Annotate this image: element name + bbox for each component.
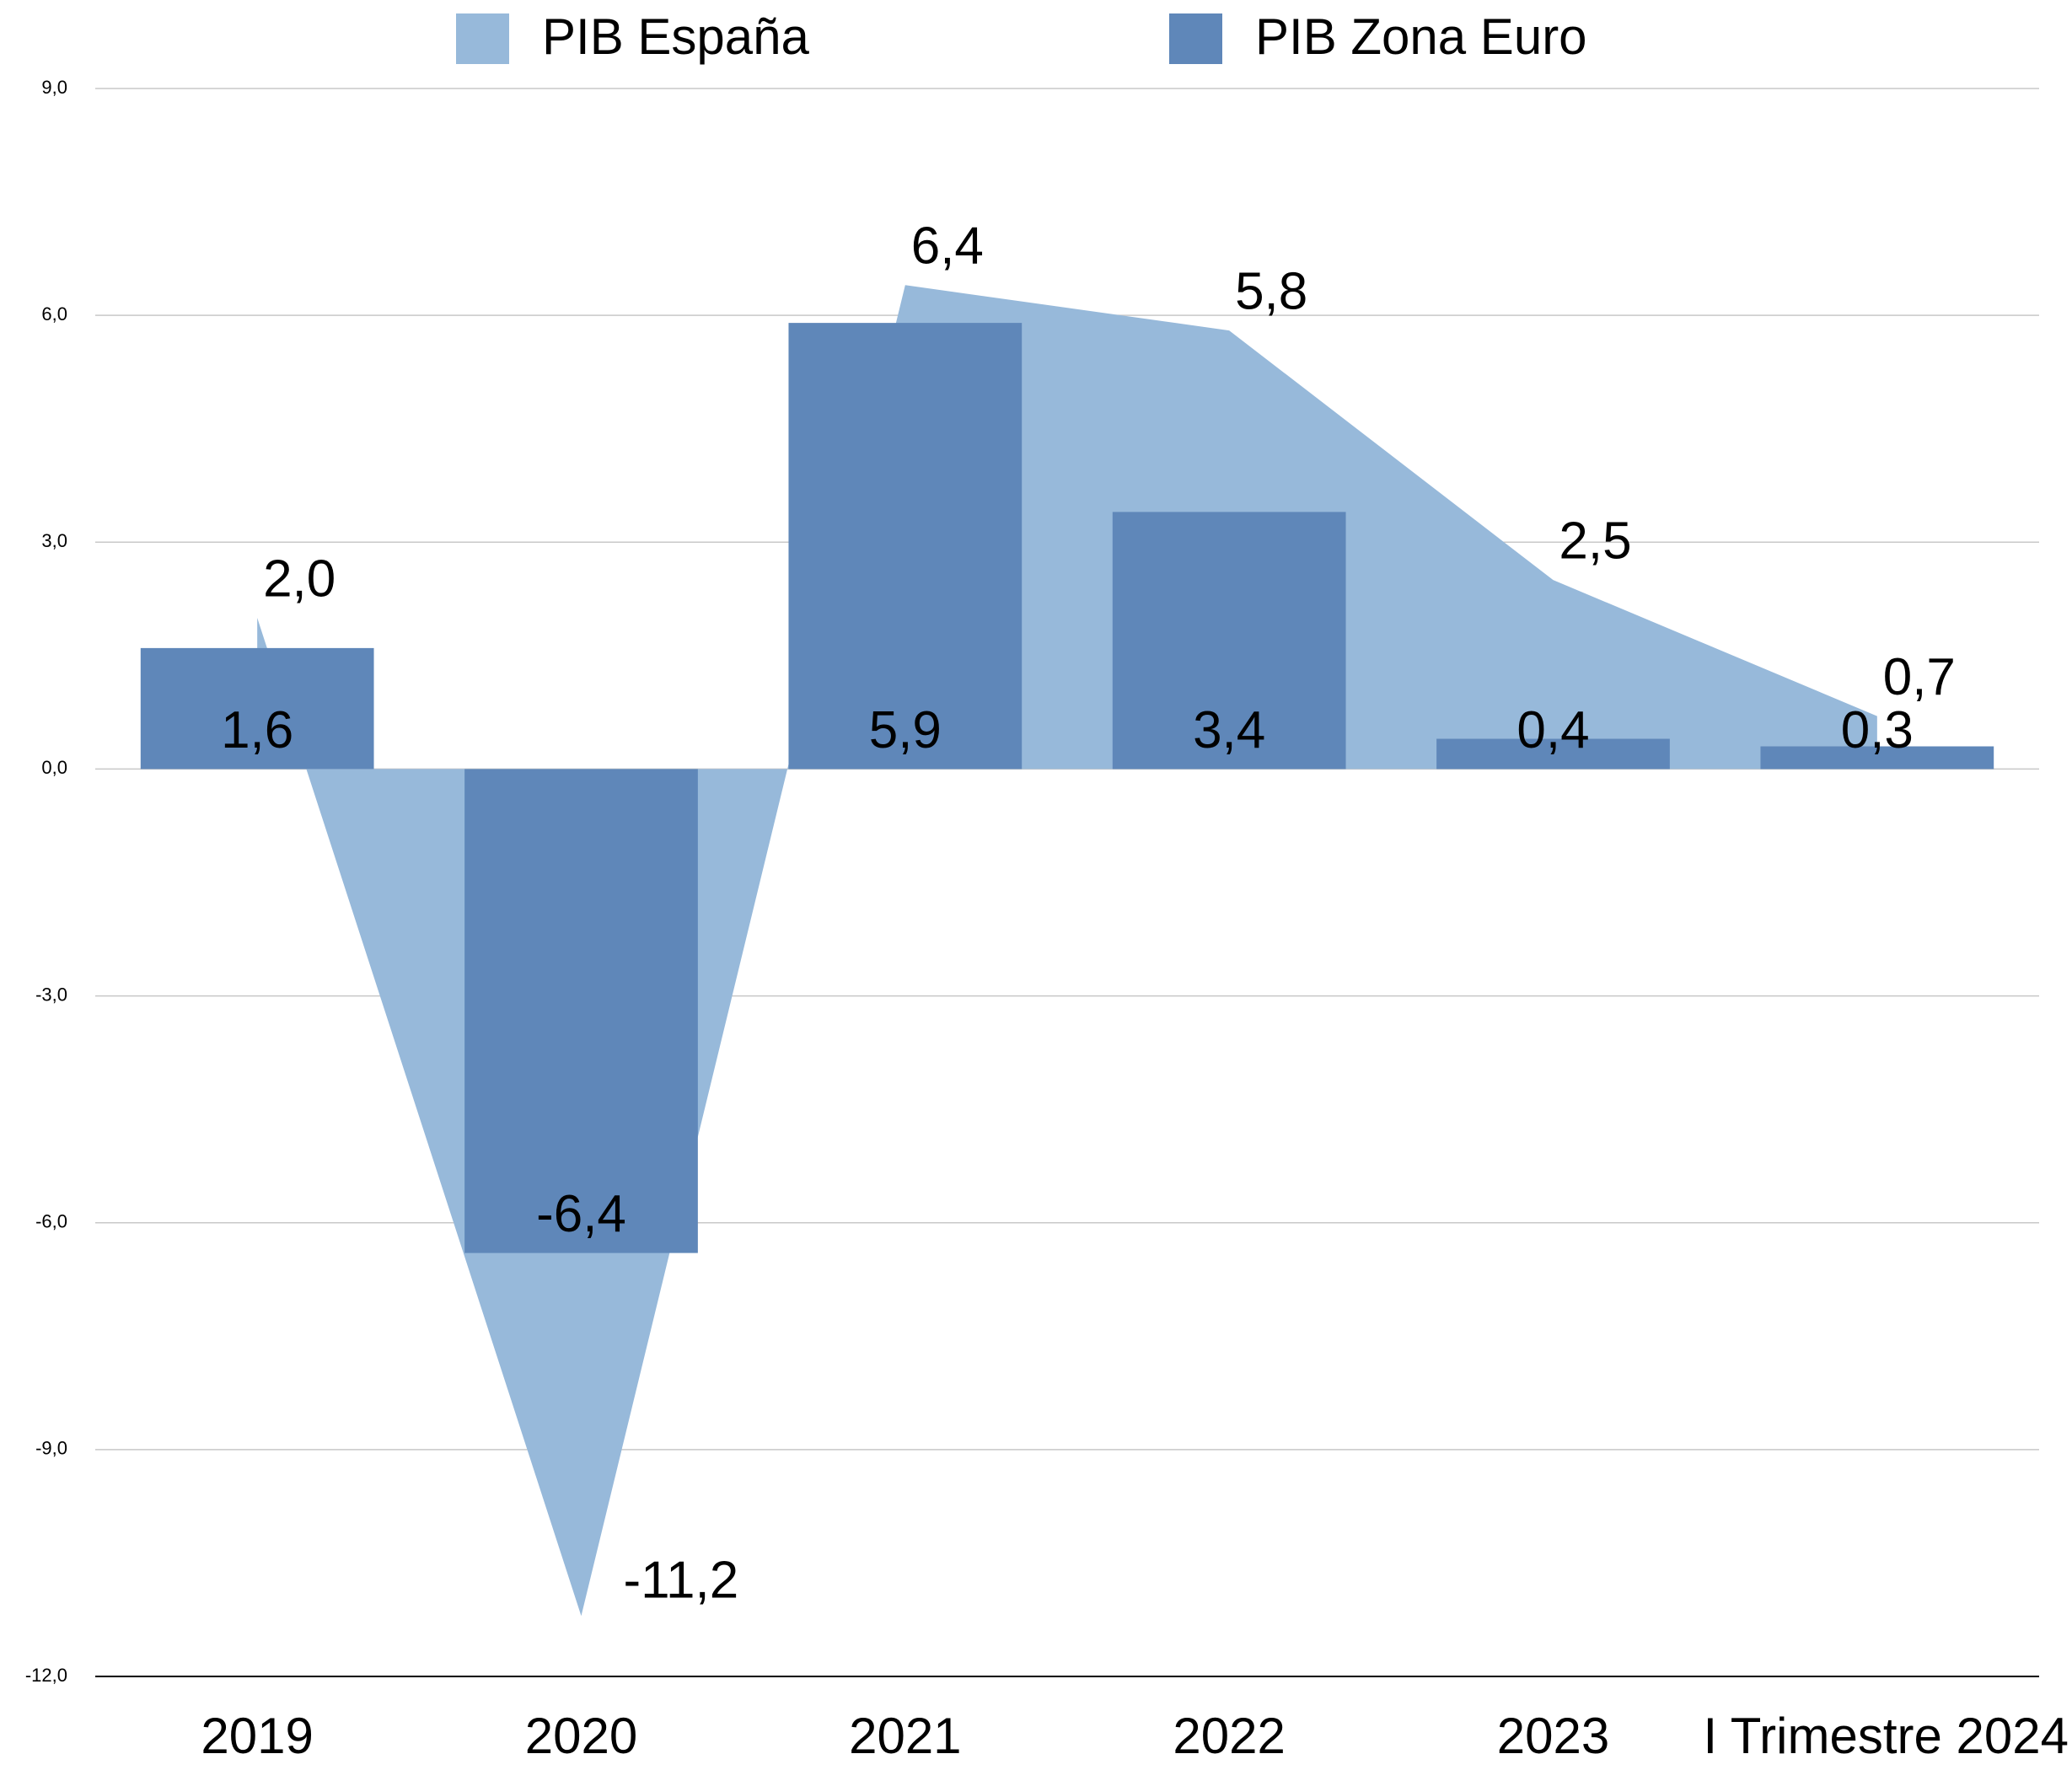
data-label: 2,0 (263, 550, 335, 608)
y-tick-label: -9,0 (35, 1438, 67, 1459)
bar (140, 647, 374, 770)
area (257, 285, 1877, 1617)
y-tick-label: 9,0 (41, 77, 67, 98)
data-label: 6,4 (911, 217, 984, 276)
x-tick-label: 2021 (849, 1708, 961, 1764)
legend-swatch (1169, 13, 1222, 64)
y-tick-label: 3,0 (41, 530, 67, 551)
bar (464, 769, 698, 1253)
data-label: 0,7 (1883, 648, 1956, 706)
y-tick-label: -12,0 (25, 1665, 67, 1686)
data-label: 5,9 (869, 701, 942, 759)
bar (1760, 746, 1994, 770)
x-tick-label: 2023 (1497, 1708, 1609, 1764)
x-tick-label: 2019 (201, 1708, 313, 1764)
x-tick-label: 2022 (1173, 1708, 1285, 1764)
y-tick-label: -6,0 (35, 1211, 67, 1232)
bar (1436, 738, 1670, 770)
data-label: 5,8 (1235, 262, 1307, 320)
data-label: 0,4 (1516, 701, 1589, 759)
data-label: -11,2 (624, 1552, 739, 1610)
y-tick-label: -3,0 (35, 984, 67, 1005)
bar (1112, 512, 1346, 770)
legend-label: PIB Zona Euro (1255, 8, 1587, 65)
data-label: 0,3 (1841, 701, 1914, 759)
y-tick-label: 6,0 (41, 303, 67, 324)
data-label: 3,4 (1193, 701, 1265, 759)
x-tick-label: I Trimestre 2024 (1703, 1708, 2069, 1764)
data-label: 2,5 (1559, 512, 1631, 571)
legend-swatch (456, 13, 509, 64)
x-tick-label: 2020 (525, 1708, 637, 1764)
y-tick-label: 0,0 (41, 757, 67, 778)
legend-label: PIB España (542, 8, 810, 65)
data-label: -6,4 (536, 1185, 626, 1243)
data-label: 1,6 (221, 701, 293, 759)
bar (788, 323, 1023, 770)
